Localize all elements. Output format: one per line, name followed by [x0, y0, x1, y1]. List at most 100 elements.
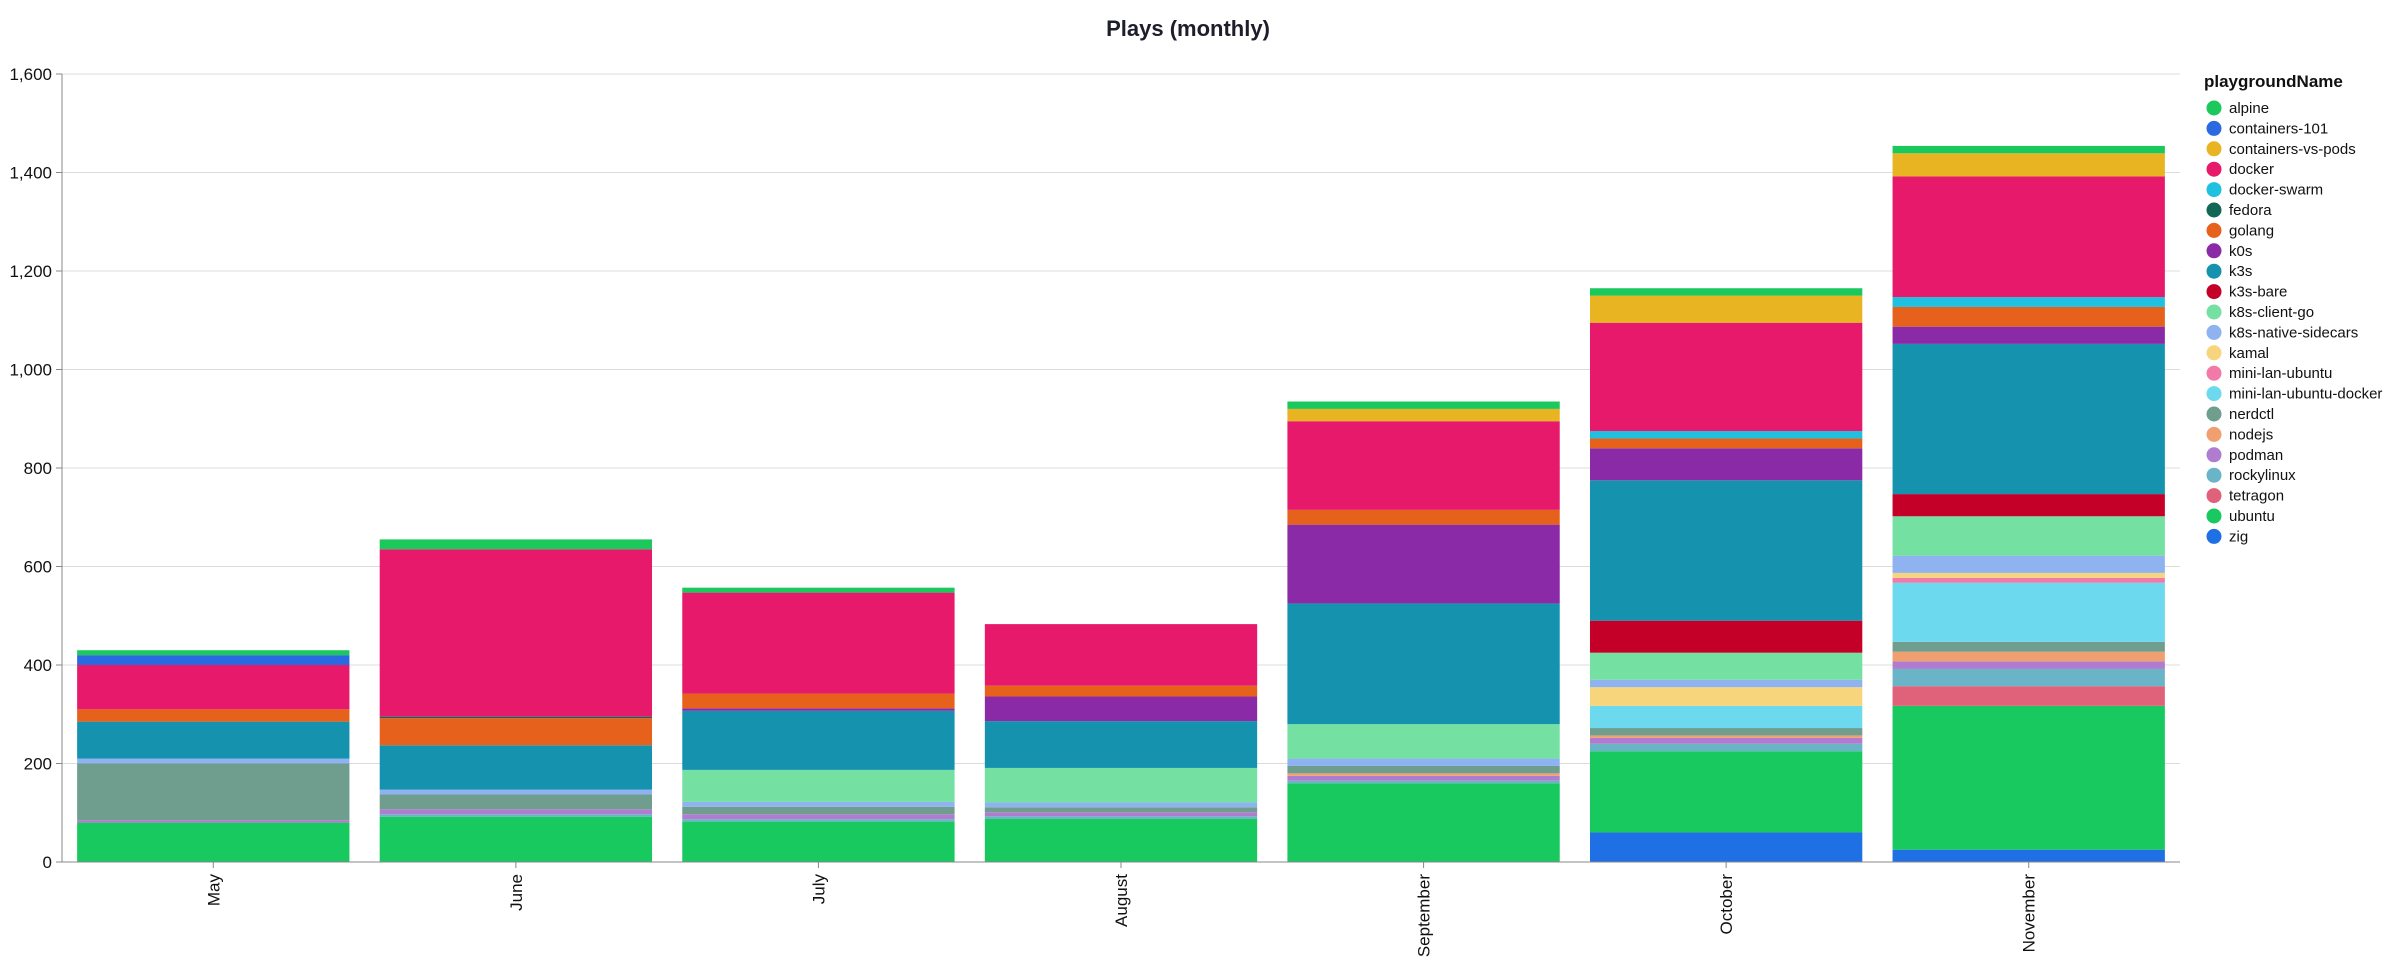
legend-swatch [2206, 365, 2222, 381]
y-tick-label: 600 [24, 558, 52, 577]
legend-label: golang [2229, 222, 2274, 239]
bar-segment-k3s [1892, 343, 2165, 495]
legend-swatch [2206, 182, 2222, 198]
bar-segment-nerdctl [984, 807, 1258, 813]
bar-segment-golang [682, 693, 955, 709]
x-tick-label: September [1415, 874, 1434, 957]
legend-label: k0s [2229, 243, 2252, 260]
legend-label: zig [2229, 528, 2248, 545]
x-tick-label: May [204, 874, 223, 907]
legend-swatch [2206, 467, 2222, 483]
legend-swatch [2206, 345, 2222, 361]
legend-label: fedora [2229, 202, 2272, 219]
bar-segment-docker [1287, 421, 1560, 510]
legend-swatch [2206, 528, 2222, 544]
x-tick-label: November [2020, 874, 2039, 953]
chart-title: Plays (monthly) [1106, 16, 1270, 41]
bars [77, 145, 2165, 862]
legend-label: nodejs [2229, 426, 2273, 443]
bar-segment-alpine [1892, 145, 2165, 154]
bar-segment-nerdctl [682, 806, 955, 815]
bar-segment-k3s [379, 745, 653, 790]
legend-title: playgroundName [2204, 72, 2343, 91]
bar-segment-k3s [984, 721, 1258, 768]
legend-label: nerdctl [2229, 406, 2274, 423]
legend-swatch [2206, 161, 2222, 177]
bar-segment-fedora [379, 716, 653, 719]
bar-segment-ubuntu [1892, 705, 2165, 850]
bar-segment-k3s [1287, 603, 1560, 725]
legend-label: docker-swarm [2229, 182, 2323, 199]
bar-segment-mini-lan-ubuntu-docker [1589, 705, 1863, 729]
legend-label: mini-lan-ubuntu-docker [2229, 386, 2382, 403]
legend-label: kamal [2229, 345, 2269, 362]
bar-segment-k8s-client-go [1892, 516, 2165, 556]
bar-segment-ubuntu [1287, 783, 1560, 862]
y-tick-label: 1,400 [9, 164, 52, 183]
legend-label: k3s-bare [2229, 284, 2287, 301]
bar-segment-podman [379, 809, 653, 815]
bar-segment-rockylinux [1892, 668, 2165, 687]
legend-swatch [2206, 100, 2222, 116]
x-tick-label: June [507, 874, 526, 911]
x-tick-label: October [1717, 874, 1736, 935]
bar-segment-k8s-native-sidecars [379, 789, 653, 795]
bar-segment-k0s [682, 708, 955, 711]
legend-label: alpine [2229, 100, 2269, 117]
bar-segment-podman [1287, 775, 1560, 781]
bar-segment-k0s [1287, 524, 1560, 604]
bar-segment-k0s [1589, 448, 1863, 481]
x-tick-label: August [1112, 874, 1131, 927]
bar-segment-nerdctl [379, 794, 653, 810]
bar-segment-k0s [984, 696, 1258, 722]
bar-segment-rockylinux [1287, 780, 1560, 784]
bar-segment-k8s-native-sidecars [1589, 679, 1863, 688]
bar-segment-k8s-client-go [984, 767, 1258, 803]
bar-segment-docker [682, 592, 955, 694]
bar-segment-containers-101 [77, 655, 350, 665]
bar-segment-alpine [682, 587, 955, 593]
bar-segment-docker-swarm [1589, 431, 1863, 439]
bar-segment-k3s [77, 721, 350, 759]
axes: 0 200 400 600 800 1,000 1,200 1,400 1,600 May June… [9, 65, 2180, 957]
bar-segment-golang [77, 709, 350, 722]
bar-segment-docker [1892, 176, 2165, 298]
bar-segment-k3s [1589, 480, 1863, 621]
y-tick-label: 200 [24, 755, 52, 774]
y-tick-label: 1,600 [9, 65, 52, 84]
bar-segment-alpine [1287, 401, 1560, 409]
bar-segment-k8s-client-go [1287, 724, 1560, 759]
bar-segment-k3s-bare [1589, 620, 1863, 653]
bar-segment-containers-vs-pods [1287, 408, 1560, 422]
bar-segment-podman [682, 814, 955, 820]
legend-swatch [2206, 263, 2222, 279]
legend-label: containers-101 [2229, 120, 2328, 137]
legend-label: ubuntu [2229, 508, 2275, 525]
legend-swatch [2206, 324, 2222, 340]
bar-segment-k3s-bare [1892, 494, 2165, 517]
legend-label: containers-vs-pods [2229, 141, 2356, 158]
legend-label: k8s-native-sidecars [2229, 324, 2358, 341]
bar-segment-alpine [379, 539, 653, 550]
bar-segment-nerdctl [1589, 728, 1863, 736]
bar-segment-containers-vs-pods [1589, 295, 1863, 323]
legend: playgroundName alpine containers-101 conta… [2204, 72, 2382, 545]
bar-segment-nodejs [1892, 651, 2165, 662]
legend-swatch [2206, 304, 2222, 320]
bar-segment-mini-lan-ubuntu-docker [1892, 582, 2165, 642]
legend-swatch [2206, 120, 2222, 136]
bar-segment-k8s-client-go [1589, 652, 1863, 680]
bar-segment-podman [1589, 737, 1863, 744]
bar-segment-golang [379, 718, 653, 746]
bar-segment-k8s-client-go [682, 769, 955, 802]
bar-segment-nodejs [1287, 773, 1560, 776]
bar-segment-rockylinux [984, 816, 1258, 819]
legend-label: rockylinux [2229, 467, 2296, 484]
bar-segment-podman [1892, 661, 2165, 669]
bar-segment-nerdctl [77, 763, 350, 821]
bar-segment-zig [1892, 849, 2165, 862]
bar-segment-ubuntu [77, 822, 350, 862]
bar-segment-podman [984, 812, 1258, 817]
bar-segment-ubuntu [682, 821, 955, 862]
